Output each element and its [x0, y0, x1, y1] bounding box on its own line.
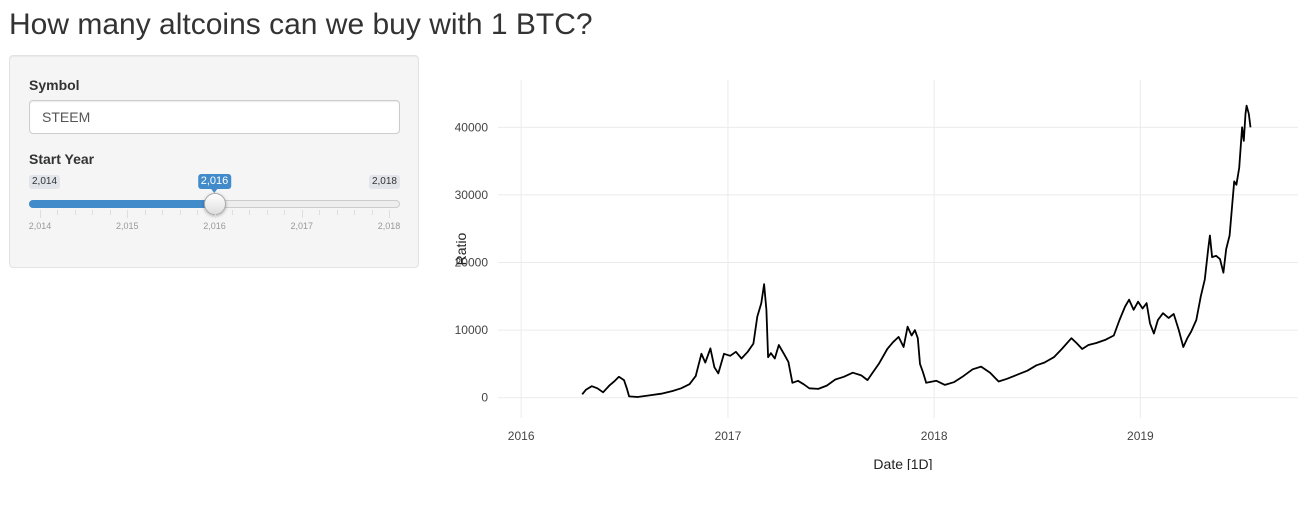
x-tick-label: 2017 — [715, 429, 742, 443]
slider-minor-tick — [266, 210, 268, 215]
slider-minor-tick — [371, 210, 373, 215]
slider-fill — [29, 200, 215, 208]
x-tick-label: 2016 — [508, 429, 535, 443]
ratio-series-line — [581, 104, 1252, 398]
y-tick-label: 40000 — [455, 120, 489, 134]
y-axis-title: Ratio — [453, 232, 469, 265]
slider-minor-tick — [249, 210, 251, 215]
x-tick-label: 2019 — [1127, 429, 1154, 443]
slider-minor-tick — [74, 210, 76, 215]
slider-major-tick — [40, 210, 41, 218]
y-tick-label: 20000 — [455, 256, 489, 270]
slider-minor-tick — [336, 210, 338, 215]
ratio-chart: 0 10000 20000 30000 40000 2016 2017 2018 2019 Dat… — [453, 80, 1298, 470]
slider-minor-tick — [319, 210, 321, 215]
slider-minor-tick — [354, 210, 356, 215]
symbol-label: Symbol — [29, 77, 80, 93]
slider-grid-label: 2,016 — [203, 221, 226, 231]
slider-minor-tick — [109, 210, 111, 215]
slider-minor-tick — [179, 210, 181, 215]
slider-min-label: 2,014 — [29, 175, 61, 189]
sidebar-panel: Symbol Start Year 2,014 2,018 2,016 2,01… — [9, 55, 419, 268]
slider-max-label: 2,018 — [368, 175, 400, 189]
start-year-slider[interactable]: 2,014 2,018 2,016 2,014 2,015 2,016 2,017 2,… — [29, 172, 400, 236]
slider-minor-tick — [162, 210, 164, 215]
slider-minor-tick — [284, 210, 286, 215]
slider-major-tick — [214, 210, 216, 218]
y-tick-label: 30000 — [455, 188, 489, 202]
app-title: How many altcoins can we buy with 1 BTC? — [9, 8, 593, 41]
slider-grid: 2,014 2,015 2,016 2,017 2,018 — [29, 210, 400, 236]
slider-grid-label: 2,017 — [290, 221, 314, 231]
slider-major-tick — [389, 210, 390, 218]
slider-grid-label: 2,014 — [28, 221, 52, 231]
x-axis-title: Date [1D] — [873, 456, 932, 470]
symbol-input[interactable] — [29, 100, 400, 134]
start-year-label: Start Year — [29, 151, 95, 167]
slider-minor-tick — [144, 210, 146, 215]
slider-minor-tick — [231, 210, 233, 215]
slider-grid-label: 2,015 — [115, 221, 139, 231]
slider-grid-label: 2,018 — [377, 221, 401, 231]
slider-minor-tick — [92, 210, 94, 215]
y-tick-label: 0 — [481, 391, 488, 405]
slider-value-label: 2,016 — [197, 174, 232, 193]
y-tick-label: 10000 — [455, 323, 489, 337]
slider-major-tick — [127, 210, 129, 218]
x-tick-label: 2018 — [921, 429, 948, 443]
slider-minor-tick — [197, 210, 199, 215]
slider-major-tick — [301, 210, 303, 218]
slider-minor-tick — [57, 210, 59, 215]
